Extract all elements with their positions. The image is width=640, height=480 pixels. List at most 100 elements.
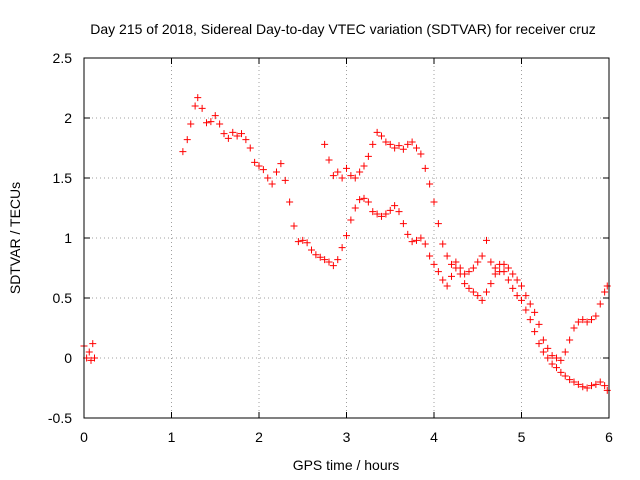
data-point [224, 134, 232, 142]
data-point [91, 354, 98, 362]
data-point [588, 382, 595, 390]
data-point [583, 318, 591, 326]
data-point [421, 240, 429, 248]
data-point [434, 268, 442, 276]
data-point [491, 264, 499, 272]
y-tick-label: 1 [64, 230, 72, 246]
data-point [191, 102, 199, 110]
data-point [579, 383, 587, 391]
data-point [518, 296, 525, 304]
data-point [211, 112, 219, 120]
x-tick-label: 1 [168, 429, 176, 445]
data-point [496, 268, 504, 276]
chart-title: Day 215 of 2018, Sidereal Day-to-day VTE… [90, 21, 596, 37]
x-tick-label: 4 [430, 429, 438, 445]
data-point [356, 168, 364, 176]
data-point [246, 144, 254, 152]
data-point [356, 196, 364, 204]
data-point [290, 222, 298, 230]
data-point [329, 172, 337, 180]
data-point [592, 312, 600, 320]
data-point [574, 318, 582, 326]
data-point [382, 210, 390, 218]
data-point [198, 104, 206, 112]
data-point [526, 316, 534, 324]
x-tick-label: 0 [80, 429, 88, 445]
data-point [187, 120, 195, 128]
data-point [404, 140, 412, 148]
data-point [483, 288, 490, 296]
data-point [399, 220, 407, 228]
data-point [391, 202, 399, 210]
data-point [531, 328, 539, 336]
x-axis-label: GPS time / hours [293, 457, 400, 473]
data-point [570, 324, 578, 332]
data-point [242, 136, 250, 144]
data-point [504, 276, 512, 284]
y-tick-label: 0.5 [53, 290, 73, 306]
data-point [574, 380, 582, 388]
data-point [334, 256, 342, 264]
x-tick-label: 2 [255, 429, 263, 445]
data-point [461, 280, 469, 288]
data-point [579, 316, 587, 324]
data-point [557, 368, 565, 376]
data-point [408, 238, 416, 246]
data-point [566, 376, 574, 384]
data-point [286, 198, 294, 206]
series-satellite-b [179, 94, 611, 394]
data-point [478, 252, 486, 260]
data-point [596, 378, 604, 386]
data-point [408, 138, 416, 146]
data-point [487, 280, 495, 288]
data-point [548, 352, 556, 360]
data-point [430, 260, 438, 268]
data-point [518, 282, 525, 290]
data-point [603, 282, 611, 290]
data-point [539, 348, 547, 356]
y-tick-label: 2.5 [53, 50, 73, 66]
data-point [601, 382, 609, 390]
data-point [216, 120, 224, 128]
data-point [321, 140, 329, 148]
data-point [504, 264, 512, 272]
data-point [360, 162, 368, 170]
y-tick-label: 1.5 [53, 170, 73, 186]
data-point [207, 118, 215, 126]
data-point [421, 164, 429, 172]
x-tick-label: 5 [518, 429, 526, 445]
data-point [364, 152, 372, 160]
data-point [338, 244, 346, 252]
series-satellite-c [321, 128, 611, 364]
data-point [179, 148, 187, 156]
data-point [351, 174, 359, 182]
data-point [601, 288, 609, 296]
data-point [448, 260, 455, 268]
y-tick-label: 0 [64, 350, 72, 366]
data-point [474, 258, 482, 266]
data-point [526, 300, 534, 308]
data-point [426, 180, 434, 188]
data-point [404, 230, 412, 238]
data-point [373, 210, 381, 218]
y-tick-label: -0.5 [48, 410, 72, 426]
data-point [456, 264, 464, 272]
data-point [553, 364, 560, 372]
data-point [513, 292, 521, 300]
data-point [308, 246, 315, 254]
data-point [539, 336, 547, 344]
data-point [281, 176, 289, 184]
data-point [321, 256, 329, 264]
data-point [452, 258, 460, 266]
data-point [343, 232, 350, 240]
data-point [570, 378, 578, 386]
data-point [220, 130, 228, 138]
data-point [443, 252, 451, 260]
data-point [561, 348, 569, 356]
data-point [522, 292, 530, 300]
data-point [203, 119, 210, 127]
data-point [264, 174, 272, 182]
data-point [439, 276, 447, 284]
data-point [531, 308, 539, 316]
